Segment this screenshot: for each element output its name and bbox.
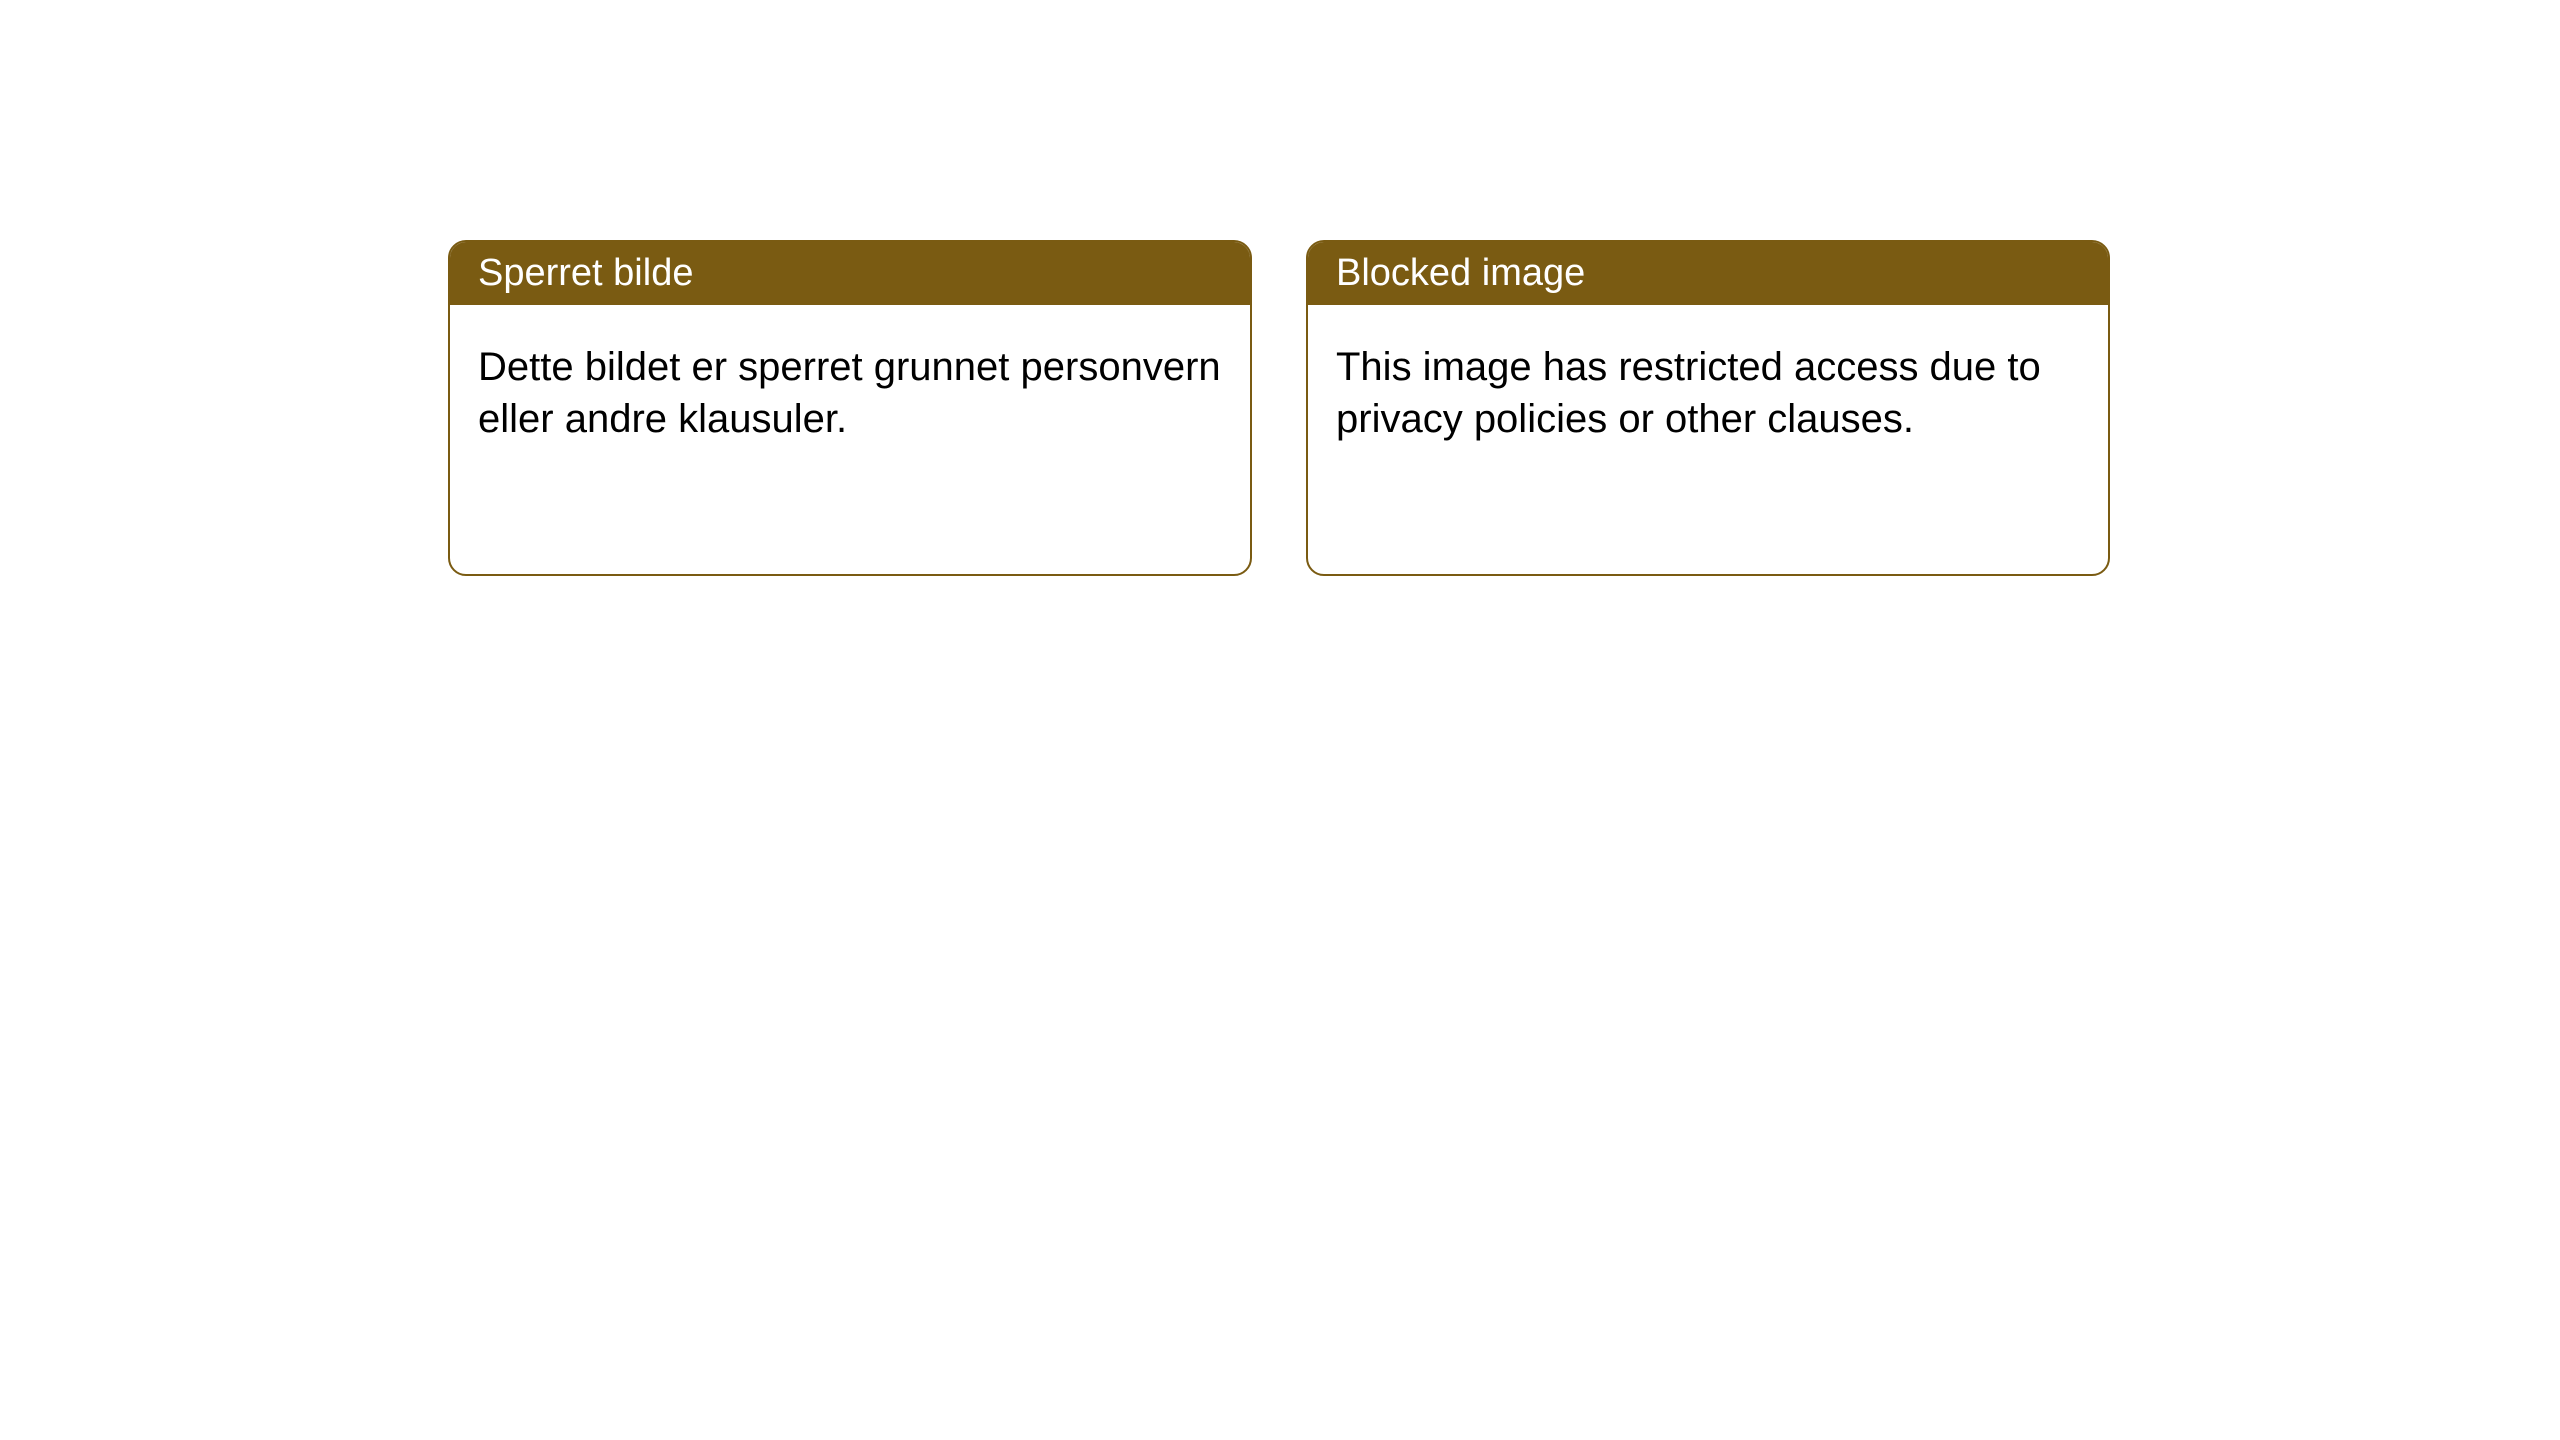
notice-header-text: Sperret bilde xyxy=(478,252,693,294)
notice-header-english: Blocked image xyxy=(1308,242,2108,305)
notice-header-text: Blocked image xyxy=(1336,252,1585,294)
notice-body-text: Dette bildet er sperret grunnet personve… xyxy=(478,345,1221,441)
notice-body-norwegian: Dette bildet er sperret grunnet personve… xyxy=(450,305,1250,481)
notice-box-english: Blocked image This image has restricted … xyxy=(1306,240,2110,576)
notices-container: Sperret bilde Dette bildet er sperret gr… xyxy=(0,0,2560,576)
notice-body-english: This image has restricted access due to … xyxy=(1308,305,2108,481)
notice-body-text: This image has restricted access due to … xyxy=(1336,345,2041,441)
notice-box-norwegian: Sperret bilde Dette bildet er sperret gr… xyxy=(448,240,1252,576)
notice-header-norwegian: Sperret bilde xyxy=(450,242,1250,305)
